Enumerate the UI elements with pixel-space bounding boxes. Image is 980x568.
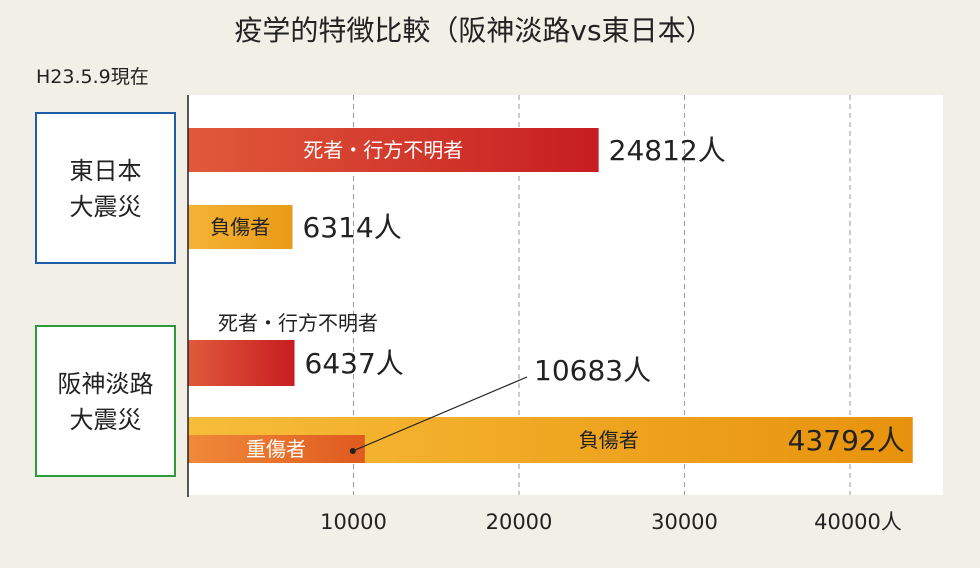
bar-value-label: 24812人 [609,134,726,167]
x-tick-label: 40000人 [814,510,902,534]
sub-bar-label: 重傷者 [246,437,306,461]
x-tick-label: 20000 [486,510,553,534]
group-box [35,325,176,477]
bar [188,205,293,249]
chart-title: 疫学的特徴比較（阪神淡路vs東日本） [234,14,713,47]
leader-line [352,376,528,452]
bar-value-label: 6437人 [305,347,404,380]
bar-label: 負傷者 [579,428,639,452]
x-tick-label: 30000 [651,510,718,534]
sub-bar [188,435,365,463]
bar [188,128,599,172]
bar-label: 負傷者 [210,215,270,239]
group-label: 大震災 [70,193,142,221]
bar-value-label: 6314人 [302,211,401,244]
bar-label: 死者・行方不明者 [218,311,378,335]
x-tick-label: 10000 [320,510,387,534]
bar-label: 死者・行方不明者 [303,138,463,162]
sub-bar-value-label: 10683人 [534,354,651,387]
group-label: 大震災 [70,406,142,434]
group-box [35,112,176,264]
x-axis-ticks: 10000 20000 30000 40000人 [320,510,902,534]
bar [188,340,295,386]
group-label: 阪神淡路 [58,370,154,398]
bar-value-label: 43792人 [788,424,905,457]
as-of-date: H23.5.9現在 [36,66,149,88]
group-label: 東日本 [70,157,142,185]
